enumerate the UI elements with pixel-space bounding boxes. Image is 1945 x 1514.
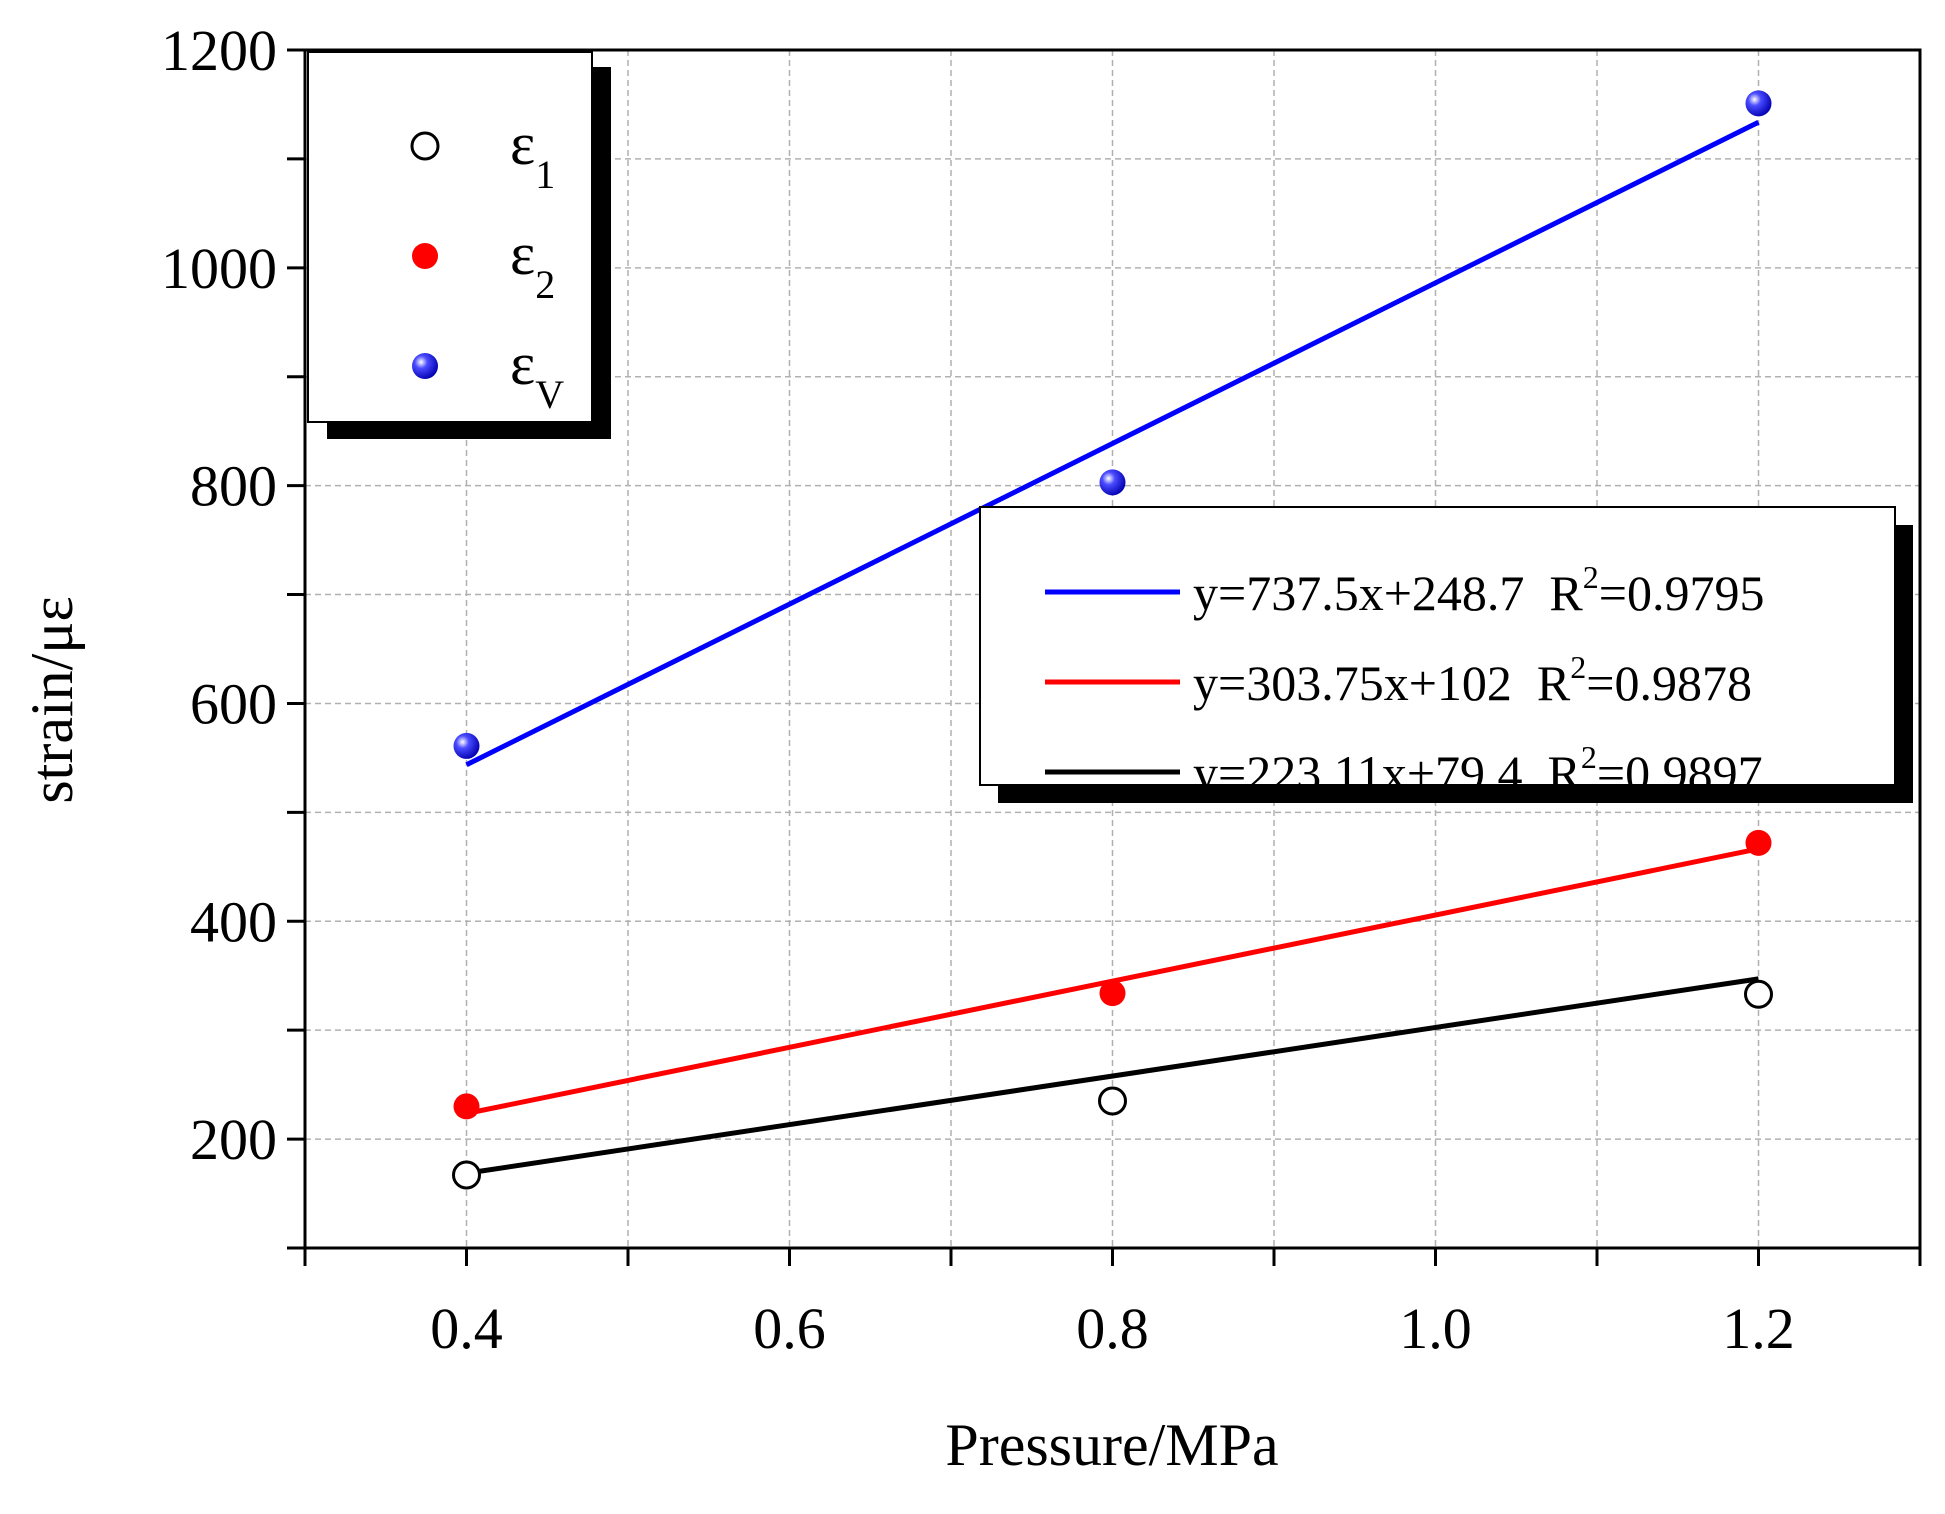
x-tick-label: 1.2 — [1722, 1296, 1795, 1361]
fit-legend-label: y=303.75x+102 R2=0.9878 — [1193, 649, 1752, 711]
data-point-2 — [1745, 829, 1772, 856]
legend-marker-v — [412, 353, 438, 379]
fit-legend-label: y=737.5x+248.7 R2=0.9795 — [1193, 559, 1764, 621]
data-point-v — [1099, 469, 1126, 496]
series-legend-box — [307, 51, 593, 423]
y-tick-label: 400 — [190, 889, 277, 954]
data-point-v — [453, 732, 480, 759]
x-tick-label: 0.8 — [1076, 1296, 1149, 1361]
fit-line-v — [465, 119, 1760, 768]
y-tick-label: 1200 — [161, 18, 277, 83]
data-point-1 — [452, 1160, 481, 1190]
legend-subscript: 2 — [535, 262, 555, 307]
y-tick-label: 600 — [190, 671, 277, 736]
x-tick-label: 1.0 — [1399, 1296, 1472, 1361]
y-tick-label: 1000 — [161, 236, 277, 301]
axis-ticks — [287, 48, 1922, 1266]
data-point-1 — [1098, 1086, 1127, 1116]
legend-marker-1 — [410, 131, 440, 161]
data-point-2 — [453, 1093, 480, 1120]
axis-tick-labels: 0.4 0.6 0.8 1.0 1.2 200 400 600 800 1000 1200 — [161, 18, 1795, 1361]
legend-marker-2 — [412, 243, 438, 269]
data-point-v — [1745, 90, 1772, 117]
x-tick-label: 0.6 — [753, 1296, 826, 1361]
data-points — [452, 90, 1773, 1190]
data-point-1 — [1744, 979, 1773, 1009]
y-tick-label: 200 — [190, 1107, 277, 1172]
x-tick-label: 0.4 — [430, 1296, 503, 1361]
fit-line-1 — [466, 976, 1759, 1176]
fit-legend-label: y=223.11x+79.4 R2=0.9897 — [1193, 739, 1763, 801]
legend-subscript: V — [535, 372, 564, 417]
fit-legend: y=737.5x+248.7 R2=0.9795 y=303.75x+102 R2… — [979, 506, 1913, 803]
fit-legend-box — [979, 506, 1896, 786]
legend-subscript: 1 — [535, 152, 555, 197]
data-point-2 — [1099, 980, 1126, 1007]
y-axis-title: strain/με — [19, 596, 85, 803]
y-tick-label: 800 — [190, 454, 277, 519]
x-axis-title: Pressure/MPa — [945, 1412, 1278, 1478]
